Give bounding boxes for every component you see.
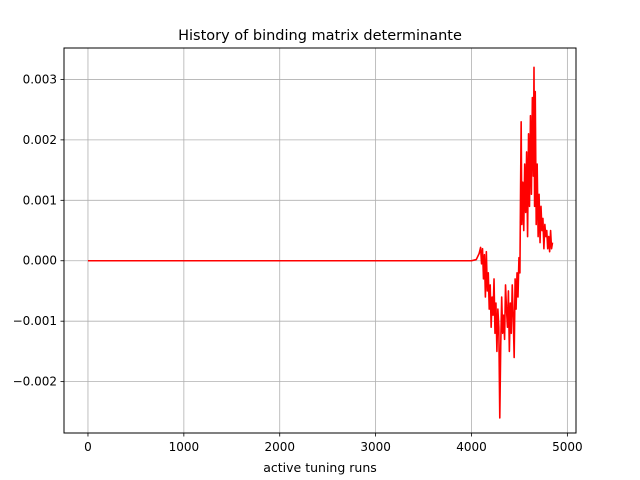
x-tick-label: 3000 bbox=[360, 440, 391, 454]
x-axis-label: active tuning runs bbox=[263, 460, 377, 475]
plot-frame bbox=[63, 47, 577, 434]
x-tick-label: 1000 bbox=[169, 440, 200, 454]
y-tick-label: −0.001 bbox=[13, 314, 57, 328]
series-line bbox=[87, 66, 554, 419]
x-tick-label: 4000 bbox=[456, 440, 487, 454]
y-tick-label: −0.002 bbox=[13, 375, 57, 389]
y-tick-label: 0.002 bbox=[23, 133, 57, 147]
series-lines bbox=[87, 66, 554, 419]
x-tick-label: 2000 bbox=[264, 440, 295, 454]
y-tick-label: 0.003 bbox=[23, 72, 57, 86]
chart-title: History of binding matrix determinante bbox=[178, 28, 462, 44]
x-tick-label: 5000 bbox=[552, 440, 583, 454]
y-tick-label: 0.001 bbox=[23, 193, 57, 207]
x-tick-label: 0 bbox=[84, 440, 92, 454]
axis-ticks: 0 1000 2000 3000 4000 5000 −0.002 −0.001 0.000 0.… bbox=[13, 72, 583, 454]
y-tick-label: 0.000 bbox=[23, 254, 57, 268]
